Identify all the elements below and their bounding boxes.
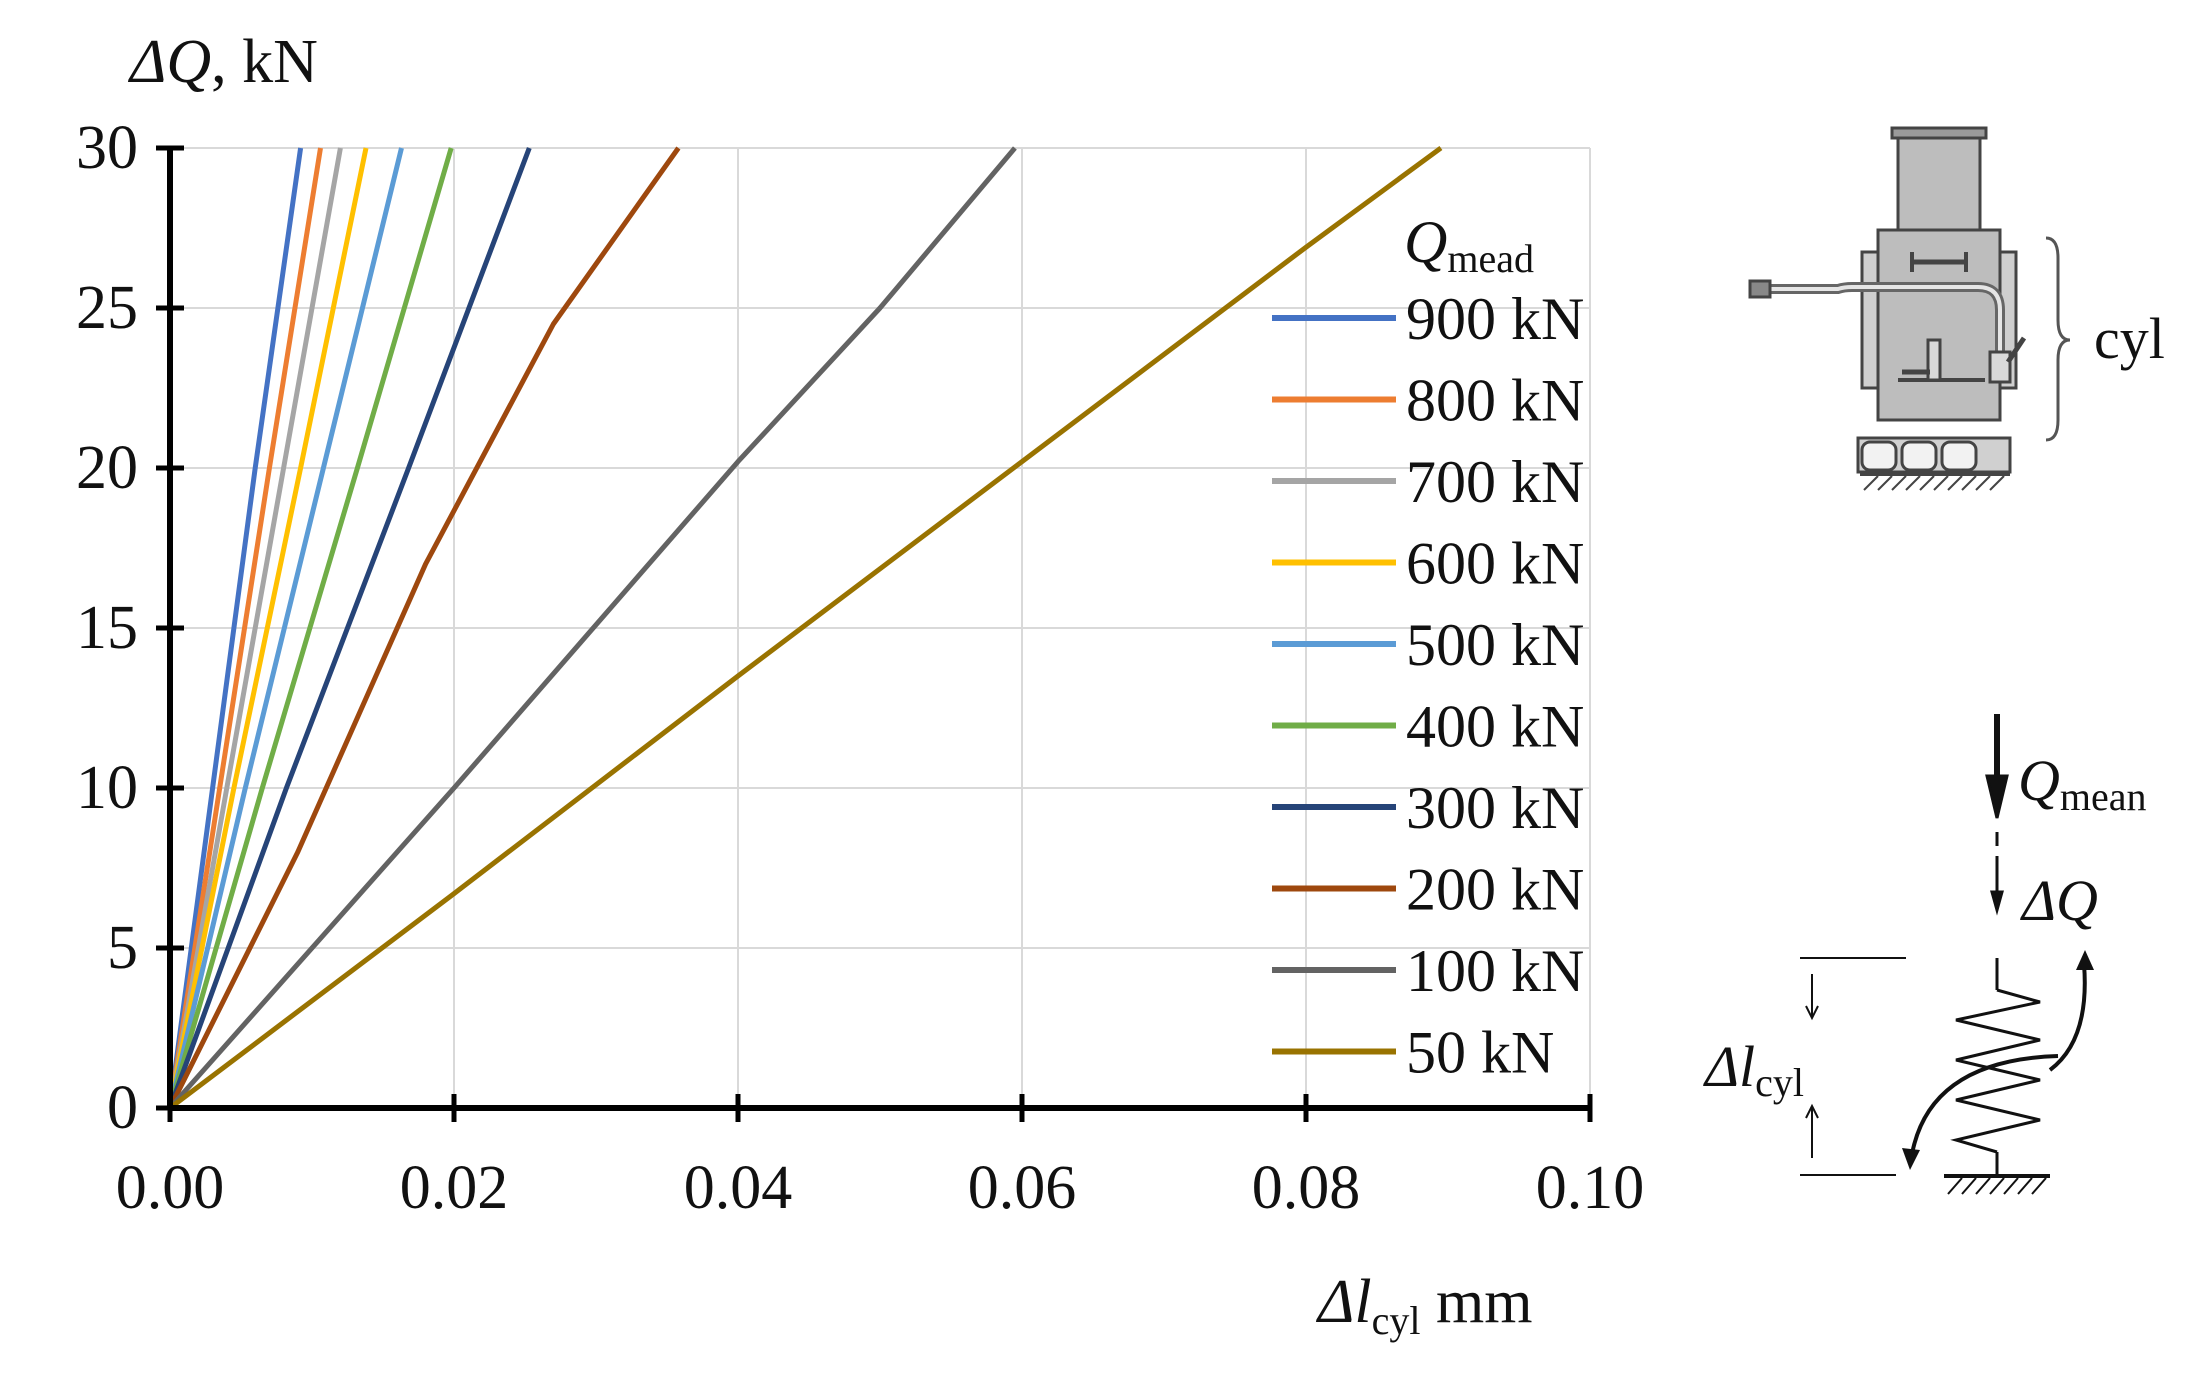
spring bbox=[1950, 988, 2041, 1154]
legend-title: Qmead bbox=[1404, 209, 1534, 281]
delta-l-symbol: Δl bbox=[1703, 1034, 1755, 1099]
series-line-800-kn bbox=[167, 147, 323, 1109]
series-line-600-kn bbox=[167, 147, 369, 1109]
x-tick-label: 0.02 bbox=[400, 1154, 509, 1222]
cylinder-brace bbox=[2045, 236, 2071, 442]
series-line-700-kn bbox=[167, 147, 343, 1109]
series-layer bbox=[167, 145, 1443, 1110]
cylinder-schematic bbox=[1748, 126, 2071, 491]
series-line-200-kn bbox=[167, 146, 681, 1110]
ground-hatch-bottom bbox=[1947, 1177, 2047, 1195]
cylinder-piston bbox=[1896, 136, 1982, 232]
y-tick-label: 25 bbox=[76, 274, 138, 342]
delta-l-subscript: cyl bbox=[1755, 1060, 1804, 1105]
load-subscript: mean bbox=[2060, 774, 2147, 819]
valve bbox=[1926, 338, 1942, 382]
tick-labels: 0 5 10 15 20 25 30 0.00 0.02 0.04 0.06 0.08 0.10 bbox=[76, 114, 1644, 1222]
legend-label: 800 kN bbox=[1406, 368, 1584, 434]
x-axis-symbol: Δl bbox=[1315, 1268, 1372, 1336]
cylinder-label: cyl bbox=[2094, 306, 2165, 371]
y-axis-title: ΔQ, kN bbox=[127, 28, 318, 96]
y-tick-label: 5 bbox=[107, 914, 138, 982]
load-symbol: Q bbox=[2018, 748, 2060, 813]
series-line-500-kn bbox=[167, 147, 404, 1109]
x-axis-unit: mm bbox=[1421, 1268, 1533, 1336]
legend-label: 700 kN bbox=[1406, 449, 1584, 515]
x-tick-label: 0.04 bbox=[684, 1154, 793, 1222]
x-tick-label: 0.10 bbox=[1536, 1154, 1645, 1222]
delta-l-label: Δlcyl bbox=[1703, 1034, 1804, 1105]
spring-schematic bbox=[1800, 714, 2094, 1195]
y-axis-unit: , kN bbox=[211, 28, 318, 96]
y-axis-symbol: ΔQ bbox=[127, 28, 211, 96]
legend-label: 400 kN bbox=[1406, 694, 1584, 760]
x-axis-subscript: cyl bbox=[1372, 1298, 1421, 1343]
series-line-50-kn bbox=[168, 145, 1443, 1110]
cylinder-left-flange bbox=[1860, 250, 1880, 390]
y-tick-label: 10 bbox=[76, 754, 138, 822]
ground-hatch-top bbox=[1863, 475, 2005, 491]
load-down-arrow bbox=[1910, 1054, 2059, 1155]
cylinder-body bbox=[1876, 228, 2002, 422]
load-label: Qmean bbox=[2018, 748, 2147, 819]
legend-title-subscript: mead bbox=[1447, 236, 1534, 281]
series-line-300-kn bbox=[167, 147, 532, 1109]
legend-label: 900 kN bbox=[1406, 286, 1584, 352]
x-tick-label: 0.08 bbox=[1252, 1154, 1361, 1222]
y-tick-label: 15 bbox=[76, 594, 138, 662]
delta-q-label: ΔQ bbox=[2020, 868, 2098, 933]
grid bbox=[170, 147, 1591, 1108]
legend-label: 50 kN bbox=[1406, 1020, 1554, 1086]
load-up-arrow bbox=[2048, 963, 2087, 1072]
legend-title-symbol: Q bbox=[1404, 209, 1447, 275]
legend-label: 500 kN bbox=[1406, 612, 1584, 678]
legend: 900 kN 800 kN 700 kN 600 kN 500 kN 400 kN 300 … bbox=[1272, 286, 1584, 1086]
legend-label: 300 kN bbox=[1406, 775, 1584, 841]
legend-label: 100 kN bbox=[1406, 938, 1584, 1004]
x-axis-title: Δlcyl mm bbox=[1315, 1268, 1532, 1343]
y-tick-label: 20 bbox=[76, 434, 138, 502]
x-tick-label: 0.00 bbox=[116, 1154, 225, 1222]
series-line-100-kn bbox=[168, 146, 1017, 1110]
y-tick-label: 30 bbox=[76, 114, 138, 182]
y-tick-label: 0 bbox=[107, 1074, 138, 1142]
legend-label: 200 kN bbox=[1406, 857, 1584, 923]
load-arrow-head bbox=[1985, 774, 2009, 819]
axes bbox=[156, 145, 1593, 1122]
legend-label: 600 kN bbox=[1406, 531, 1584, 597]
x-tick-label: 0.06 bbox=[968, 1154, 1077, 1222]
hose-connector bbox=[1748, 279, 1772, 299]
series-line-900-kn bbox=[167, 147, 304, 1109]
series-line-400-kn bbox=[167, 147, 454, 1109]
